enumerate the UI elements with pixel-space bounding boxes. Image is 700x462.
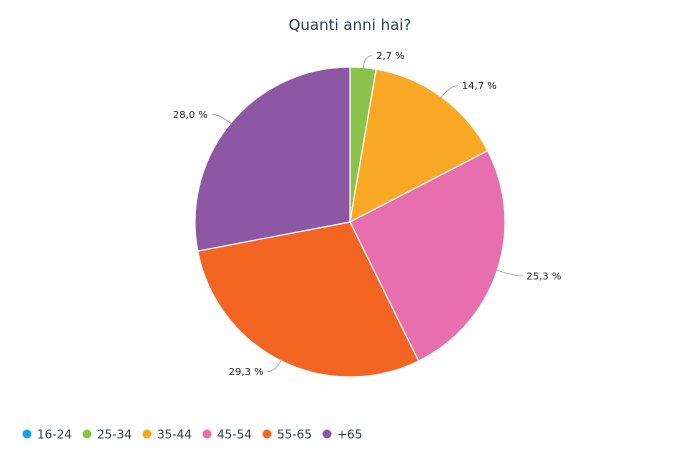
- legend-label: 35-44: [157, 428, 192, 442]
- legend-label: 16-24: [37, 428, 72, 442]
- slice-value-label: 2,7 %: [376, 51, 405, 62]
- slice-value-label: 14,7 %: [462, 81, 497, 92]
- pie-slice-65[interactable]: [194, 66, 351, 252]
- legend-item-16-24[interactable]: 16-24: [22, 428, 72, 442]
- legend-marker: [262, 429, 272, 439]
- legend-label: 55-65: [277, 428, 312, 442]
- label-leader-line: [267, 358, 283, 372]
- legend: 16-24 25-34 35-44 45-54 55-65 +65: [22, 428, 363, 442]
- legend-label: +65: [337, 428, 362, 442]
- legend-item-55-65[interactable]: 55-65: [262, 428, 312, 442]
- slice-value-label: 28,0 %: [173, 110, 208, 121]
- legend-marker: [142, 429, 152, 439]
- legend-marker: [322, 429, 332, 439]
- legend-marker: [82, 429, 92, 439]
- legend-label: 25-34: [97, 428, 132, 442]
- chart-title: Quanti anni hai?: [289, 16, 412, 34]
- legend-item-65[interactable]: +65: [322, 428, 363, 442]
- pie-slices: [194, 66, 506, 378]
- label-leader-line: [362, 55, 373, 70]
- slice-labels: 2,7 % 14,7 % 25,3 % 29,3 % 28,0 %: [173, 51, 562, 378]
- legend-item-25-34[interactable]: 25-34: [82, 428, 132, 442]
- slice-value-label: 29,3 %: [229, 367, 264, 378]
- legend-item-45-54[interactable]: 45-54: [202, 428, 252, 442]
- legend-marker: [22, 429, 32, 439]
- legend-marker: [202, 429, 212, 439]
- legend-item-35-44[interactable]: 35-44: [142, 428, 192, 442]
- label-leader-line: [495, 269, 523, 277]
- label-leader-line: [211, 113, 233, 125]
- slice-value-label: 25,3 %: [526, 272, 561, 283]
- legend-label: 45-54: [217, 428, 252, 442]
- label-leader-line: [439, 85, 458, 99]
